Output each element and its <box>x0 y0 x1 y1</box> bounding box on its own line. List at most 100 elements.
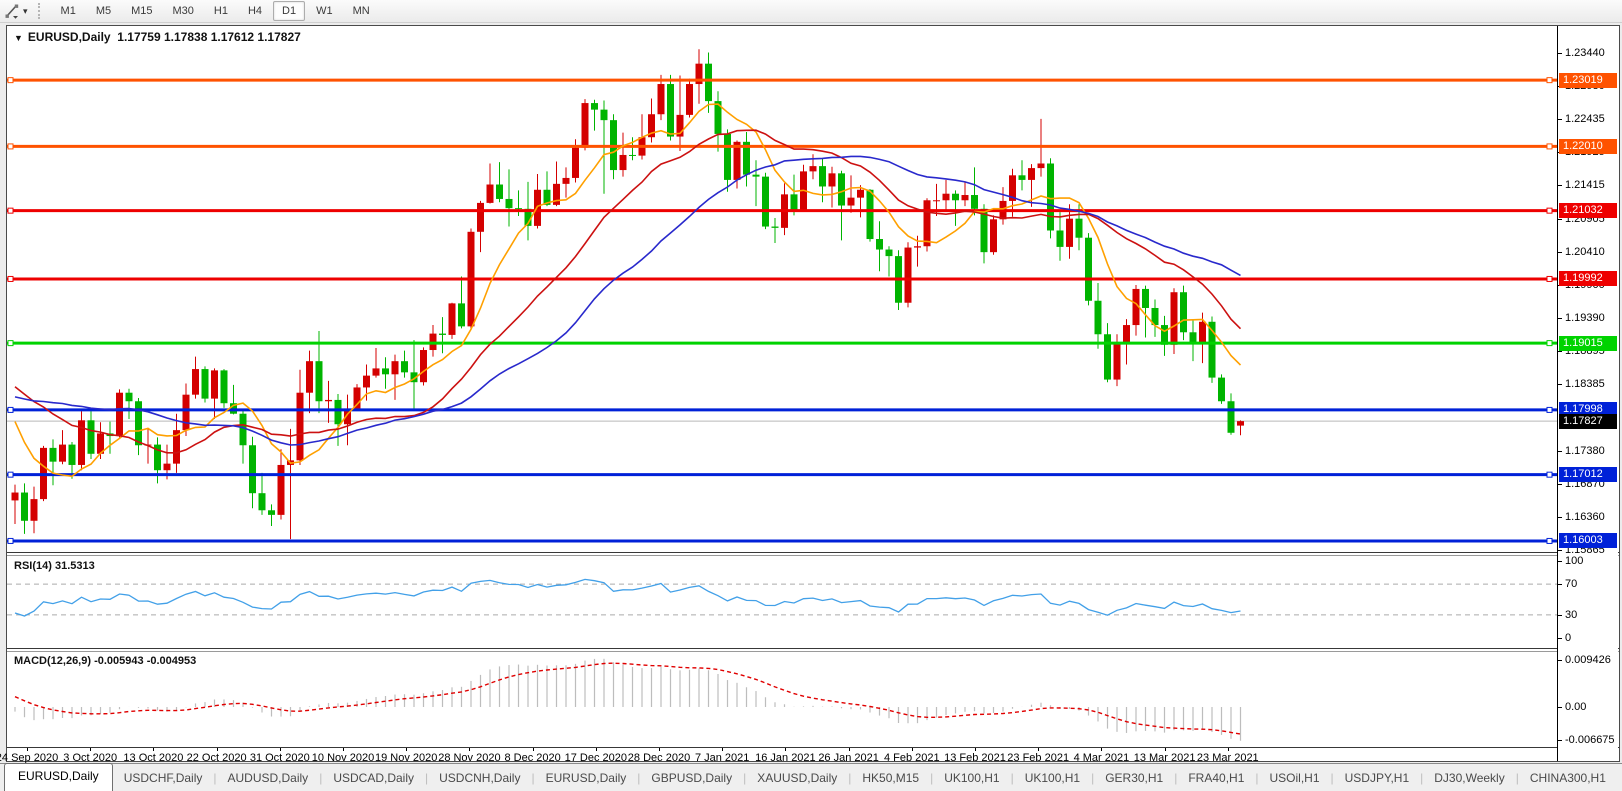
timeframe-button-M30[interactable]: M30 <box>172 5 194 17</box>
tab-item-CHINA300-H1[interactable]: CHINA300,H1 <box>1529 771 1606 785</box>
hline-anchor-right[interactable] <box>1546 207 1553 214</box>
timeframe-button-H4[interactable]: H4 <box>247 5 263 17</box>
hline-price-label-1.22010: 1.22010 <box>1559 138 1617 154</box>
timeframe-button-MN[interactable]: MN <box>352 5 370 17</box>
date-label: 31 Oct 2020 <box>249 752 310 764</box>
price-tick-mark <box>1558 450 1562 452</box>
date-tick-mark <box>343 748 344 751</box>
pane-splitter-rsi-macd-2 <box>7 651 1619 652</box>
date-tick-mark <box>911 748 913 751</box>
hline-price-label-1.21032: 1.21032 <box>1559 203 1617 219</box>
chart-tabs: EURUSD,Daily USDCHF,Daily | AUDUSD,Daily | US… <box>4 763 1617 791</box>
tab-item-FRA40-H1[interactable]: FRA40,H1 <box>1188 771 1245 785</box>
hline-anchor-left[interactable] <box>7 77 14 84</box>
hline-anchor-right[interactable] <box>1546 537 1553 544</box>
macd-tick-mark <box>1558 740 1562 742</box>
date-tick-mark <box>90 748 92 751</box>
hline-anchor-left[interactable] <box>7 471 14 478</box>
tab-item-USOil-H1[interactable]: USOil,H1 <box>1269 771 1320 785</box>
timeframe-button-H1[interactable]: H1 <box>213 5 228 17</box>
hline-price-label-1.16003: 1.16003 <box>1559 533 1617 549</box>
date-label: 4 Mar 2021 <box>1073 752 1130 764</box>
rsi-tick-mark <box>1558 584 1562 586</box>
date-tick-mark <box>659 748 660 751</box>
rsi-value: 31.5313 <box>54 560 95 572</box>
date-label: 17 Dec 2020 <box>564 752 627 764</box>
chart-symbol-label: EURUSD,Daily <box>27 30 111 44</box>
hline-anchor-right[interactable] <box>1546 406 1553 413</box>
date-label: 22 Oct 2020 <box>186 752 247 764</box>
date-axis: 24 Sep 2020 3 Oct 2020 13 Oct 2020 22 Oct 2… <box>0 748 1619 764</box>
date-axis-border <box>7 747 1619 748</box>
ma-line-20 <box>14 129 1242 454</box>
hline-anchor-right[interactable] <box>1546 275 1553 282</box>
hline-anchor-left[interactable] <box>7 537 14 544</box>
pane-splitter-rsi-macd[interactable] <box>7 648 1619 649</box>
tab-item-EURUSD-Daily[interactable]: EURUSD,Daily <box>545 771 627 785</box>
date-label: 23 Mar 2021 <box>1196 752 1259 764</box>
macd-indicator-label: MACD(12,26,9) -0.005943 -0.004953 <box>14 655 196 667</box>
tab-item-AUDUSD-Daily[interactable]: AUDUSD,Daily <box>227 771 309 785</box>
timeframe-button-W1[interactable]: W1 <box>316 5 333 17</box>
tab-item-UK100-H1[interactable]: UK100,H1 <box>1024 771 1081 785</box>
tab-item-UK100-H1[interactable]: UK100,H1 <box>944 771 1000 785</box>
price-tick-mark <box>1558 251 1562 253</box>
rsi-line <box>14 578 1241 617</box>
tab-item-USDCNH-Daily[interactable]: USDCNH,Daily <box>439 771 521 785</box>
tab-item-XAUUSD-Daily[interactable]: XAUUSD,Daily <box>757 771 838 785</box>
hlines-layer <box>7 77 1557 544</box>
hline-anchor-right[interactable] <box>1546 471 1553 478</box>
line-tools-dropdown-arrow[interactable]: ▾ <box>23 5 28 16</box>
ma-line-34 <box>14 155 1241 446</box>
price-tick-label: 1.17380 <box>1565 444 1605 457</box>
tab-item-USDCAD-Daily[interactable]: USDCAD,Daily <box>333 771 414 785</box>
date-tick-mark <box>532 748 534 751</box>
macd-tick-label: -0.006675 <box>1565 734 1615 747</box>
hline-anchor-left[interactable] <box>7 406 14 413</box>
date-tick-mark <box>27 748 28 751</box>
chart-window: ▼ EURUSD,Daily 1.17759 1.17838 1.17612 1.… <box>0 25 1620 764</box>
date-label: 24 Sep 2020 <box>0 752 59 764</box>
timeframe-button-M5[interactable]: M5 <box>95 5 112 17</box>
tab-item-HK50-M15[interactable]: HK50,M15 <box>862 771 920 785</box>
date-tick-mark <box>595 748 597 751</box>
tab-item-GER30-H1[interactable]: GER30,H1 <box>1105 771 1164 785</box>
tab-item-EURUSD-Daily[interactable]: EURUSD,Daily <box>4 763 113 791</box>
hline-anchor-right[interactable] <box>1546 143 1553 150</box>
chart-plot-area[interactable] <box>7 26 1557 761</box>
date-tick-mark <box>848 748 850 751</box>
tab-item-USDCHF-Daily[interactable]: USDCHF,Daily <box>123 771 203 785</box>
date-tick-mark <box>1227 748 1229 751</box>
tab-separator: | <box>1010 771 1014 785</box>
hline-anchor-left[interactable] <box>7 275 14 282</box>
pane-splitter-main-rsi[interactable] <box>7 552 1619 553</box>
rsi-tick-mark <box>1558 561 1562 562</box>
timeframe-button-M1[interactable]: M1 <box>60 5 76 17</box>
hline-anchor-right[interactable] <box>1546 77 1553 84</box>
tab-item-GBPUSD-Daily[interactable]: GBPUSD,Daily <box>651 771 733 785</box>
date-label: 13 Feb 2021 <box>944 752 1006 764</box>
hline-anchor-left[interactable] <box>7 340 14 347</box>
line-tools-icon[interactable] <box>4 3 20 19</box>
rsi-tick-mark <box>1558 614 1562 616</box>
hline-anchor-left[interactable] <box>7 143 14 150</box>
date-tick-mark <box>785 748 787 751</box>
price-tick-label: 1.21415 <box>1565 179 1605 192</box>
symbol-dropdown-icon[interactable]: ▼ <box>14 33 23 43</box>
chart-title: ▼ EURUSD,Daily 1.17759 1.17838 1.17612 1.… <box>14 30 301 44</box>
timeframe-toolbar: ▾ M1 M5 M15 M30 H1 H4 D1 W1 MN <box>0 0 1622 23</box>
date-label: 13 Oct 2020 <box>123 752 184 764</box>
tab-separator: | <box>531 771 535 785</box>
tab-item-DJ30-Weekly[interactable]: DJ30,Weekly <box>1434 771 1505 785</box>
macd-tick-mark <box>1558 660 1562 662</box>
hline-anchor-left[interactable] <box>7 207 14 214</box>
timeframe-button-M15[interactable]: M15 <box>131 5 153 17</box>
price-tick-mark <box>1558 351 1562 352</box>
macd-histogram <box>14 658 1242 741</box>
timeframe-button-D1[interactable]: D1 <box>273 1 306 21</box>
date-tick-mark <box>279 748 281 751</box>
hline-anchor-right[interactable] <box>1546 340 1553 347</box>
date-label: 19 Nov 2020 <box>374 752 438 764</box>
tab-item-USDJPY-H1[interactable]: USDJPY,H1 <box>1344 771 1410 785</box>
